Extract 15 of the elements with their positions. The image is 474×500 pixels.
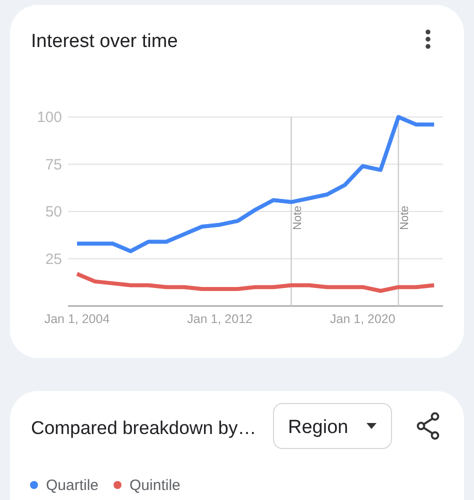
- x-tick-label: Jan 1, 2020: [330, 312, 396, 326]
- line-series: [74, 272, 436, 293]
- text: Region: [288, 417, 348, 438]
- text: Compared breakdown by…: [31, 417, 256, 438]
- chart-title: Interest over time: [31, 31, 178, 52]
- y-tick-label: 50: [45, 204, 62, 220]
- x-tick-label: Jan 1, 2004: [44, 312, 110, 326]
- ref-line-label: Note: [292, 206, 304, 230]
- y-tick-label: 75: [45, 156, 62, 174]
- legend-label: Quartile: [46, 477, 99, 494]
- y-tick-label: 25: [45, 250, 62, 268]
- x-tick-label: Jan 1, 2012: [187, 312, 253, 326]
- ref-line-label: Note: [398, 206, 411, 230]
- legend-label: Quintile: [130, 477, 180, 494]
- y-tick-label: 100: [36, 109, 62, 126]
